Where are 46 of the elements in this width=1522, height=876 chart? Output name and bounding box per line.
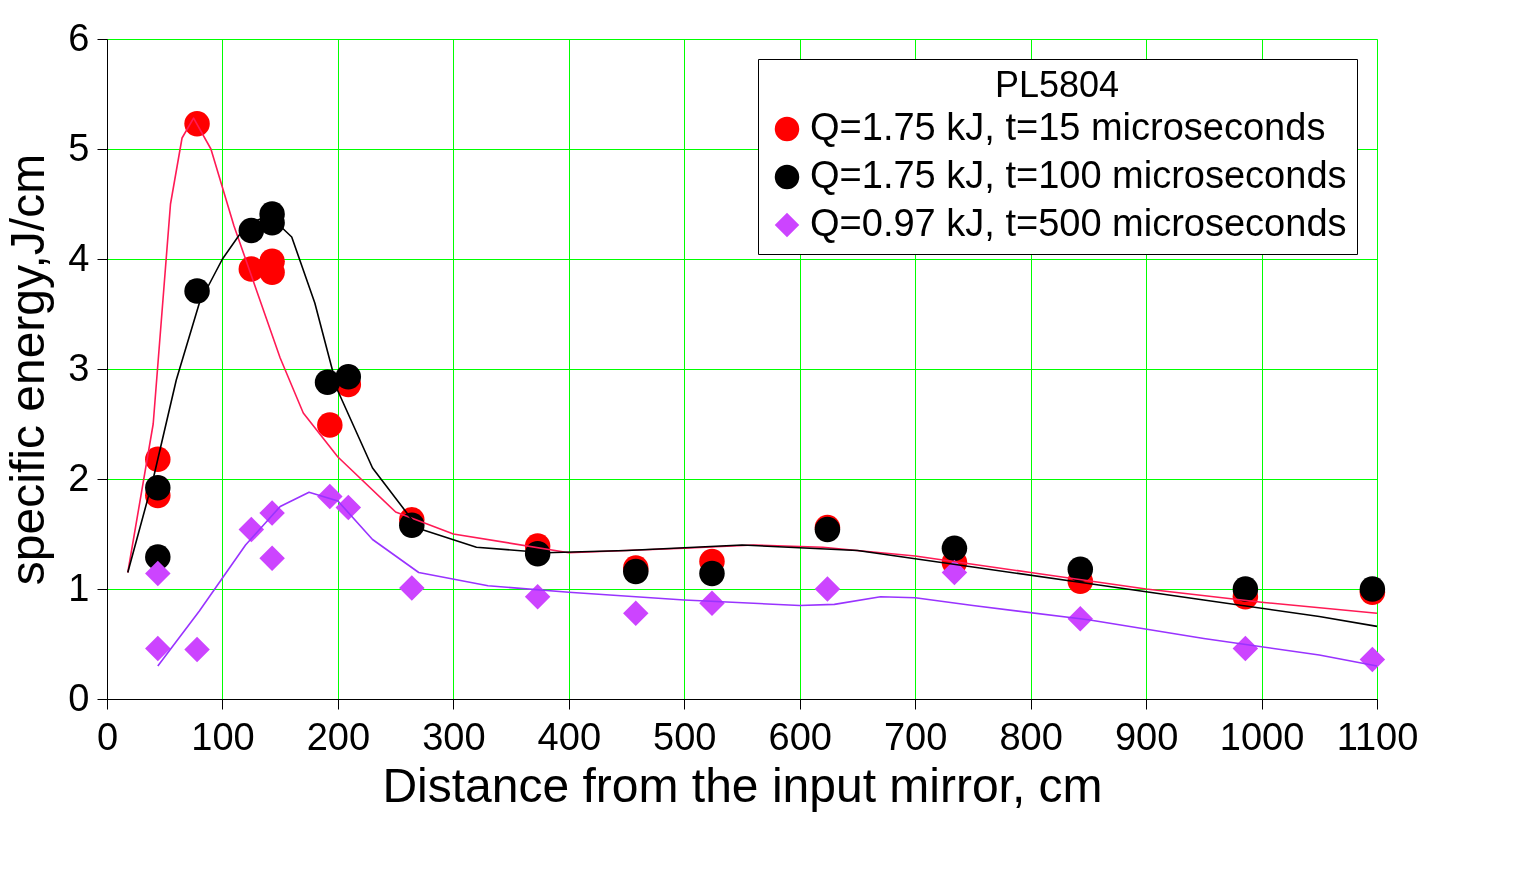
x-tick-label: 0	[96, 715, 119, 758]
point	[814, 576, 841, 602]
legend-label: Q=1.75 kJ, t=15 microseconds	[810, 106, 1326, 148]
y-tick-label: 1	[68, 566, 90, 609]
point	[941, 535, 968, 562]
point	[145, 475, 171, 501]
point	[623, 600, 649, 626]
y-tick-label: 3	[68, 346, 90, 389]
x-tick-label: 500	[653, 715, 717, 758]
legend-label: Q=0.97 kJ, t=500 microseconds	[810, 202, 1347, 244]
y-tick-label: 2	[68, 456, 90, 499]
x-axis-title: Distance from the input mirror, cm	[382, 758, 1103, 812]
point	[335, 363, 362, 390]
point	[941, 559, 968, 586]
legend-title: PL5804	[994, 64, 1120, 105]
point	[145, 560, 171, 587]
point	[1359, 646, 1386, 673]
point	[317, 483, 343, 510]
x-tick-label: 1000	[1219, 715, 1305, 758]
y-axis-title: specific energy,J/cm	[1, 153, 55, 586]
point	[184, 636, 210, 663]
x-tick-label: 300	[422, 715, 486, 758]
point	[184, 278, 210, 304]
x-tick-label: 700	[883, 715, 948, 758]
y-tick-label: 4	[68, 236, 90, 279]
point	[317, 412, 343, 438]
point	[145, 635, 171, 662]
y-tick-label: 5	[68, 126, 90, 169]
x-tick-label: 200	[306, 715, 371, 758]
point	[524, 583, 551, 610]
y-tick-label: 0	[68, 676, 90, 719]
point	[238, 516, 265, 543]
point	[1067, 556, 1094, 582]
point	[259, 545, 285, 571]
point	[335, 494, 362, 521]
legend-label: Q=1.75 kJ, t=100 microseconds	[810, 154, 1347, 196]
point	[1232, 576, 1259, 602]
point	[699, 560, 725, 587]
point	[399, 575, 425, 601]
x-tick-label: 100	[191, 715, 255, 758]
x-tick-label: 600	[768, 715, 832, 758]
x-tick-label: 800	[999, 715, 1063, 758]
y-tick-label: 6	[68, 16, 90, 59]
x-tick-label: 1100	[1336, 715, 1419, 758]
x-tick-label: 400	[537, 715, 602, 758]
x-tick-label: 900	[1114, 715, 1179, 758]
